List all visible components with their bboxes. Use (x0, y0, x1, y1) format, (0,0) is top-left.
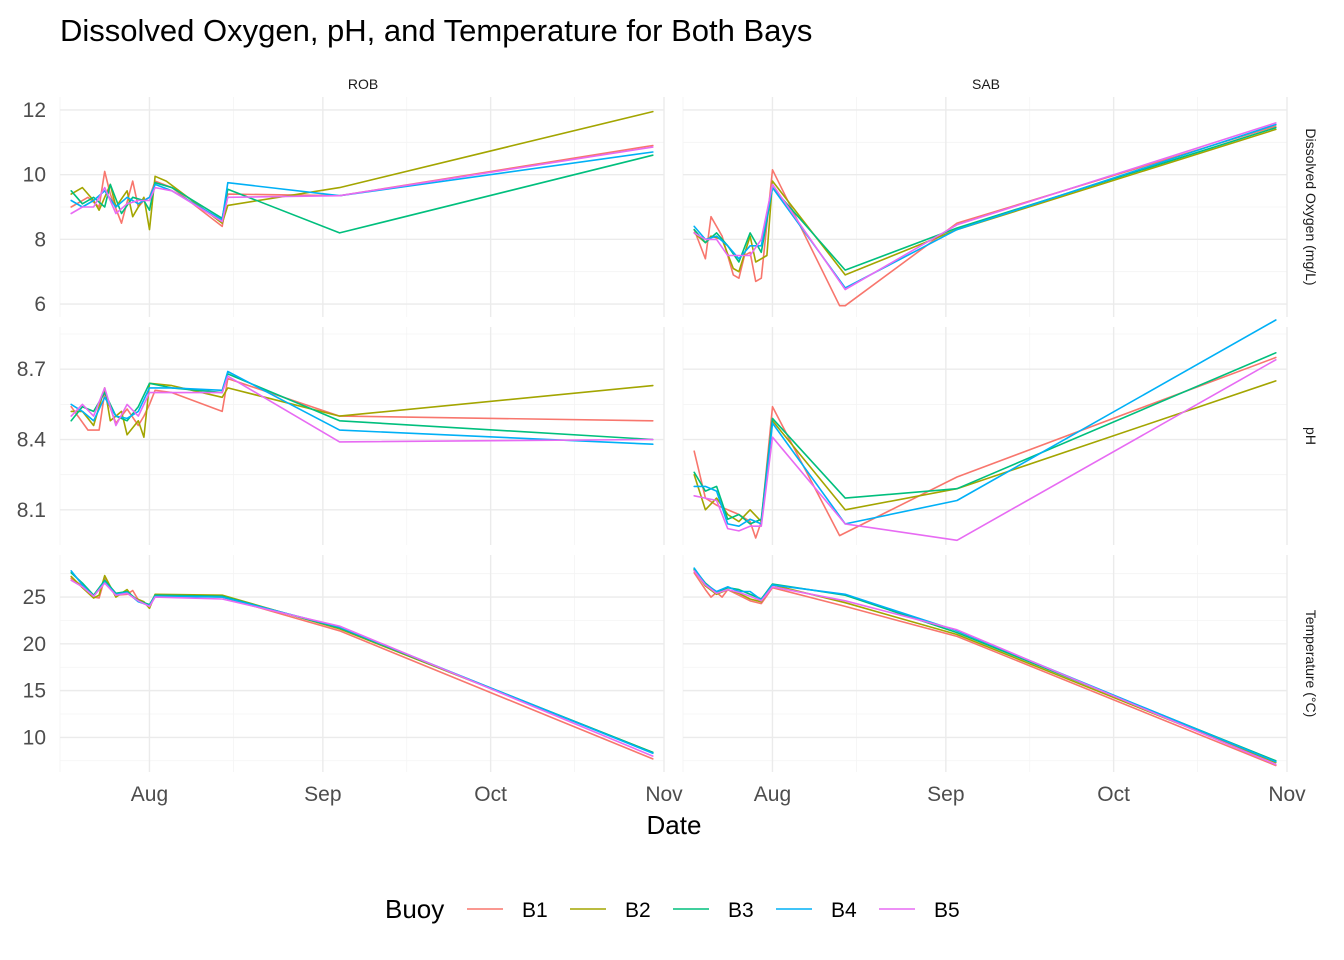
row-strip-label: Dissolved Oxygen (mg/L) (1303, 128, 1319, 285)
series-line-b2 (693, 380, 1277, 523)
x-tick-label: Oct (1097, 783, 1130, 806)
panel-sab-2: Aug Sep Oct Nov (682, 555, 1306, 806)
legend-label-b1: B1 (522, 899, 548, 922)
row-strip-label: Temperature (°C) (1303, 610, 1319, 718)
y-tick-label: 25 (23, 586, 46, 609)
series-line-b4 (70, 151, 654, 221)
x-tick-label: Sep (927, 783, 964, 806)
legend-label-b5: B5 (934, 899, 960, 922)
series-line-b2 (70, 574, 654, 754)
y-tick-label: 8.7 (17, 358, 46, 381)
x-tick-label: Oct (474, 783, 507, 806)
y-tick-label: 8.4 (17, 429, 47, 452)
y-tick-label: 20 (23, 633, 46, 656)
series-line-b3 (70, 154, 654, 234)
y-tick-label: 10 (23, 164, 46, 187)
y-tick-label: 8.1 (17, 499, 46, 522)
panel-rob-0: 6 8 10 12 (23, 97, 665, 317)
series-line-b2 (70, 110, 654, 231)
legend-label-b4: B4 (831, 899, 857, 922)
x-tick-label: Aug (131, 783, 168, 806)
series-line-b5 (693, 358, 1277, 542)
series-line-b5 (70, 375, 654, 443)
series-line-b4 (70, 570, 654, 755)
chart-panels: Dissolved Oxygen (mg/L) 6 8 10 12 pH 8.1 8.4 8.7… (17, 97, 1319, 806)
y-tick-label: 8 (34, 228, 46, 251)
panel-sab-0 (682, 97, 1288, 317)
y-tick-label: 10 (23, 726, 46, 749)
legend: Buoy B1 B2 B3 B4 B5 (385, 894, 960, 924)
y-tick-label: 15 (23, 680, 46, 703)
series-line-b5 (70, 146, 654, 223)
panel-rob-2: 10 15 20 25 Aug Sep Oct Nov (23, 555, 683, 806)
legend-title: Buoy (385, 894, 444, 924)
legend-label-b3: B3 (728, 899, 754, 922)
row-strip-label: pH (1303, 427, 1319, 445)
series-line-b3 (693, 351, 1277, 525)
x-tick-label: Nov (645, 783, 683, 806)
series-line-b1 (693, 125, 1277, 307)
series-line-b4 (693, 123, 1277, 289)
series-line-b4 (693, 319, 1277, 528)
series-line-b4 (693, 567, 1277, 763)
series-line-b1 (70, 577, 654, 760)
series-line-b3 (693, 126, 1277, 271)
y-tick-label: 6 (34, 293, 46, 316)
series-line-b5 (693, 570, 1277, 766)
y-tick-label: 12 (23, 99, 46, 122)
legend-label-b2: B2 (625, 899, 651, 922)
panel-rob-1: 8.1 8.4 8.7 (17, 327, 665, 545)
chart-title: Dissolved Oxygen, pH, and Temperature fo… (60, 13, 812, 48)
series-line-b5 (70, 579, 654, 757)
column-strip-rob: ROB (348, 76, 378, 92)
series-line-b5 (693, 122, 1277, 291)
x-tick-label: Sep (304, 783, 341, 806)
x-axis-title: Date (647, 810, 702, 840)
series-line-b4 (70, 370, 654, 446)
x-tick-label: Aug (754, 783, 791, 806)
series-line-b2 (693, 128, 1277, 276)
series-line-b2 (693, 569, 1277, 764)
column-strip-sab: SAB (972, 76, 1000, 92)
series-line-b3 (70, 571, 654, 754)
panel-sab-1 (682, 319, 1288, 545)
series-line-b1 (693, 571, 1277, 767)
x-tick-label: Nov (1268, 783, 1306, 806)
